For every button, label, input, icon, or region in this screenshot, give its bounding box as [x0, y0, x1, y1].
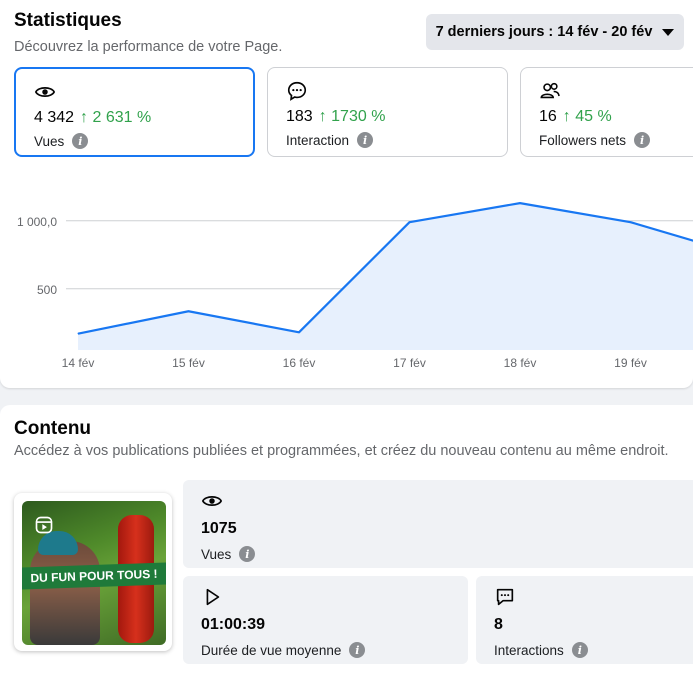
data-point [519, 202, 521, 204]
content-duration-tile: 01:00:39 Durée de vue moyenne i [183, 576, 468, 664]
data-point [77, 333, 79, 335]
y-tick-label: 1 000,0 [17, 215, 57, 229]
date-range-label: 7 derniers jours : 14 fév - 20 fév [435, 24, 653, 40]
data-point [630, 221, 631, 223]
metric-change: ↑ 45 % [562, 108, 612, 125]
metric-card-views[interactable]: 4 342 ↑ 2 631 % Vues i [14, 67, 255, 157]
y-tick-label: 500 [37, 283, 57, 297]
x-tick-label: 15 fév [172, 356, 205, 370]
comment-icon [287, 81, 307, 101]
eye-icon [34, 87, 56, 97]
content-views-tile: 1075 Vues i [183, 480, 693, 568]
data-point [409, 221, 410, 223]
metric-value: 16 [539, 108, 557, 125]
reel-icon [35, 516, 53, 534]
content-duration-value: 01:00:39 [201, 616, 266, 633]
statistics-card: Statistiques Découvrez la performance de… [0, 0, 693, 388]
statistics-title: Statistiques [14, 10, 122, 31]
metric-value: 4 342 [34, 109, 75, 126]
comment-icon [496, 588, 514, 606]
data-point [188, 310, 189, 312]
views-chart: 1 000,0 500 14 fév 15 fév 16 fév 17 fév 18 fév… [17, 202, 693, 370]
content-card: Contenu Accédez à vos publications publi… [0, 405, 693, 678]
x-tick-label: 14 fév [62, 356, 95, 370]
content-subtitle: Accédez à vos publications publiées et p… [14, 443, 669, 459]
content-interactions-tile: 8 Interactions i [476, 576, 693, 664]
person-image [30, 541, 100, 645]
x-tick-label: 16 fév [283, 356, 316, 370]
info-icon[interactable]: i [357, 132, 374, 148]
metric-card-interaction[interactable]: 183 ↑ 1730 % Interaction i [267, 67, 508, 157]
content-title: Contenu [14, 418, 92, 439]
content-views-label: Vues [201, 546, 232, 562]
people-icon [540, 82, 560, 99]
eye-icon [201, 496, 223, 506]
content-duration-label: Durée de vue moyenne [201, 642, 342, 658]
info-icon[interactable]: i [239, 546, 256, 562]
content-interactions-value: 8 [494, 616, 503, 633]
x-tick-label: 18 fév [504, 356, 537, 370]
statistics-subtitle: Découvrez la performance de votre Page. [14, 39, 283, 55]
metric-change: ↑ 2 631 % [80, 109, 152, 126]
content-interactions-label: Interactions [494, 642, 564, 658]
post-thumbnail-card[interactable]: DU FUN POUR TOUS ! [14, 493, 172, 651]
info-icon[interactable]: i [349, 642, 366, 658]
content-views-value: 1075 [201, 520, 237, 537]
metric-card-followers[interactable]: 16 ↑ 45 % Followers nets i [520, 67, 693, 157]
helmet-image [38, 531, 78, 555]
info-icon[interactable]: i [634, 132, 651, 148]
metric-label: Interaction [286, 132, 350, 148]
x-tick-label: 17 fév [393, 356, 426, 370]
info-icon[interactable]: i [571, 642, 588, 658]
data-point [298, 331, 300, 333]
chart-area [78, 203, 693, 350]
date-range-dropdown[interactable]: 7 derniers jours : 14 fév - 20 fév [426, 14, 684, 50]
metric-value: 183 [286, 108, 313, 125]
metric-change: ↑ 1730 % [318, 108, 386, 125]
caret-down-icon [662, 28, 675, 36]
post-thumbnail[interactable]: DU FUN POUR TOUS ! [22, 501, 166, 645]
info-icon[interactable]: i [72, 133, 89, 149]
metric-label: Vues [34, 133, 65, 149]
x-tick-label: 19 fév [614, 356, 647, 370]
play-icon [206, 588, 220, 606]
metric-label: Followers nets [539, 132, 627, 148]
